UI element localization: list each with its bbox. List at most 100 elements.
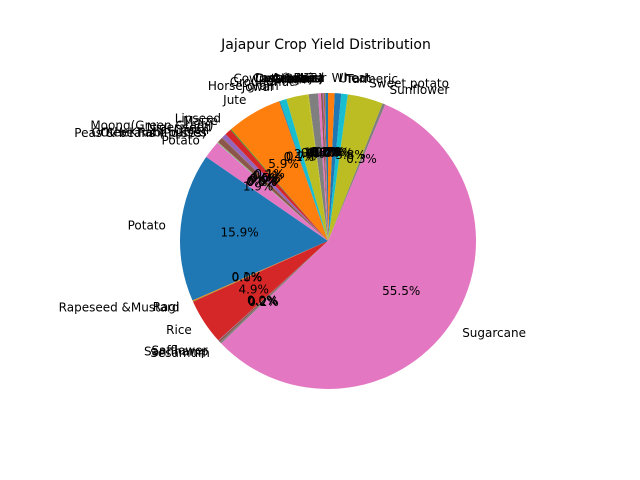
pie-slice-gram-8 <box>307 94 328 241</box>
pie-slice-urad-33 <box>328 93 342 242</box>
slice-label-potato-22: Potato <box>128 219 166 233</box>
slice-pct-ginger-7: 1.0% <box>304 146 335 160</box>
pie-slice-groundnut-9 <box>286 94 328 241</box>
slice-pct-arhar-tur-0: 0.0% <box>312 145 343 159</box>
slice-label-peas-beans-pulses-20: Peas & beans (Pulses) <box>74 126 206 140</box>
slice-label-bajra-1: Bajra <box>293 71 324 85</box>
pie-slices <box>179 93 476 389</box>
pie-slice-sesamum-28 <box>219 241 328 344</box>
slice-label-gram-8: Gram <box>273 73 306 87</box>
slice-pct-rapeseed-mustard-24: 0.0% <box>232 270 263 284</box>
pie-slice-other-kharif-pulses-18 <box>217 142 328 241</box>
pie-slice-sugarcane-29 <box>221 104 476 389</box>
slice-label-garlic-6: Garlic <box>284 72 319 86</box>
pie-slice-safflower-26 <box>218 241 328 341</box>
slice-pct-rice-25: 4.9% <box>238 283 269 297</box>
slice-pct-cotton-lint-3: 0.1% <box>310 145 341 159</box>
pie-slice-other-rabi-pulses-19 <box>217 142 328 241</box>
slice-pct-sweet-potato-31: 3.8% <box>335 148 366 162</box>
pie-slice-wheat-34 <box>328 93 335 241</box>
slice-pct-cowpea-lobia-4: 0.1% <box>310 145 341 159</box>
pie-slice-sweet-potato-31 <box>328 94 383 241</box>
slice-pct-onion-17: 0.6% <box>248 173 279 187</box>
pie-slice-sunflower-30 <box>328 103 386 241</box>
slice-pct-moong-green-gram-15: 0.5% <box>250 171 281 185</box>
slice-label-castor-seed-2: Castor seed <box>253 71 324 85</box>
slice-label-other-kharif-pulses-18: Other Kharif pulses <box>91 125 206 139</box>
slice-label-niger-seed-16: Niger seed <box>147 120 212 134</box>
slice-label-maize-14: Maize <box>183 114 218 128</box>
pie-slice-castor-seed-2 <box>324 93 328 241</box>
pie-slice-arhar-tur-0 <box>325 93 328 241</box>
slice-label-sesamum-28: Sesamum <box>150 346 210 360</box>
pie-slice-horse-gram-10 <box>280 98 328 242</box>
slice-label-dry-chillies-5: Dry chillies <box>255 71 321 85</box>
slice-pct-wheat-34: 0.7% <box>315 145 346 159</box>
slice-label-arhar-tur-0: Arhar/Tur <box>271 71 326 85</box>
pie-slice-niger-seed-16 <box>221 137 328 241</box>
pie-slice-maize-14 <box>225 129 328 241</box>
pie-slice-moong-green-gram-15 <box>222 134 328 241</box>
pie-slice-jute-12 <box>231 101 328 241</box>
slice-label-linseed-13: Linseed <box>175 111 221 125</box>
slice-pct-jowar-11: 0.1% <box>284 150 315 164</box>
pie-slice-sannhamp-27 <box>218 241 328 343</box>
slice-label-safflower-26: Safflower <box>151 344 207 358</box>
pie-slice-garlic-6 <box>317 93 328 241</box>
slice-label-rice-25: Rice <box>166 323 192 337</box>
pie-slice-peas-beans-pulses-20 <box>217 142 328 241</box>
slice-pct-other-rabi-pulses-19: 0.0% <box>247 175 278 189</box>
slice-pct-groundnut-9: 2.3% <box>294 147 325 161</box>
slice-pct-bajra-1: 0.0% <box>311 145 342 159</box>
slice-pct-peas-beans-pulses-20: 0.0% <box>246 175 277 189</box>
pie-slice-potato-21 <box>206 142 328 241</box>
slice-pct-potato-21: 1.9% <box>243 179 274 193</box>
slice-label-sannhamp-27: Sannhamp <box>144 344 208 358</box>
chart-title: Jajapur Crop Yield Distribution <box>220 37 431 53</box>
slice-label-turmeric-32: Turmeric <box>345 72 398 86</box>
pie-slice-linseed-13 <box>230 129 328 241</box>
slice-pct-gram-8: 0.1% <box>301 146 332 160</box>
slice-label-wheat-34: Wheat <box>332 71 371 85</box>
slice-pct-jute-12: 5.9% <box>268 157 299 171</box>
slice-pct-ragi-23: 0.1% <box>232 270 263 284</box>
slice-label-jute-12: Jute <box>222 93 246 107</box>
slice-label-groundnut-9: Groundnut <box>230 75 294 89</box>
slice-pct-sannhamp-27: 0.2% <box>247 294 278 308</box>
slice-label-jowar-11: Jowar <box>241 80 275 94</box>
slice-label-horse-gram-10: Horse-gram <box>208 79 279 93</box>
slice-pct-horse-gram-10: 0.7% <box>286 149 317 163</box>
pie-slice-rice-25 <box>193 241 328 341</box>
slice-pct-sunflower-30: 0.3% <box>346 152 377 166</box>
slice-label-sweet-potato-31: Sweet potato <box>369 77 449 91</box>
slice-label-potato-21: Potato <box>162 134 200 148</box>
slice-pct-other-kharif-pulses-18: 0.0% <box>247 175 278 189</box>
slice-label-cotton-lint-3: Cotton(lint) <box>255 71 323 85</box>
pie-slice-cowpea-lobia-4 <box>322 93 328 241</box>
pie-slice-turmeric-32 <box>328 93 348 241</box>
slice-label-sugarcane-29: Sugarcane <box>462 326 526 340</box>
slice-pct-potato-22: 15.9% <box>221 226 259 240</box>
pie-slice-cotton-lint-3 <box>323 93 328 241</box>
slice-label-rapeseed-mustard-24: Rapeseed &Mustard <box>59 301 180 315</box>
slice-pct-safflower-26: 0.0% <box>247 294 278 308</box>
slice-pct-linseed-13: 0.1% <box>254 167 285 181</box>
pie-slice-potato-22 <box>179 157 328 301</box>
slice-pct-niger-seed-16: 0.0% <box>249 172 280 186</box>
slice-label-moong-green-gram-15: Moong(Green Gram) <box>90 118 213 132</box>
slice-pct-sesamum-28: 0.2% <box>248 295 279 309</box>
slice-pct-castor-seed-2: 0.0% <box>311 145 342 159</box>
pie-slice-rapeseed-mustard-24 <box>192 241 328 302</box>
slice-label-ragi-23: Ragi <box>153 300 179 314</box>
pie-slice-dry-chillies-5 <box>320 93 328 241</box>
pie-slice-bajra-1 <box>324 93 328 241</box>
slice-pct-dry-chillies-5: 0.2% <box>309 145 340 159</box>
pie-slice-ragi-23 <box>192 241 328 302</box>
slice-pct-maize-14: 0.7% <box>253 169 284 183</box>
slice-label-urad-33: Urad <box>339 72 368 86</box>
slice-label-other-rabi-pulses-19: Other Rabi pulses <box>100 126 207 140</box>
slice-pct-urad-33: 0.7% <box>319 145 350 159</box>
pie-slice-jowar-11 <box>279 100 328 242</box>
